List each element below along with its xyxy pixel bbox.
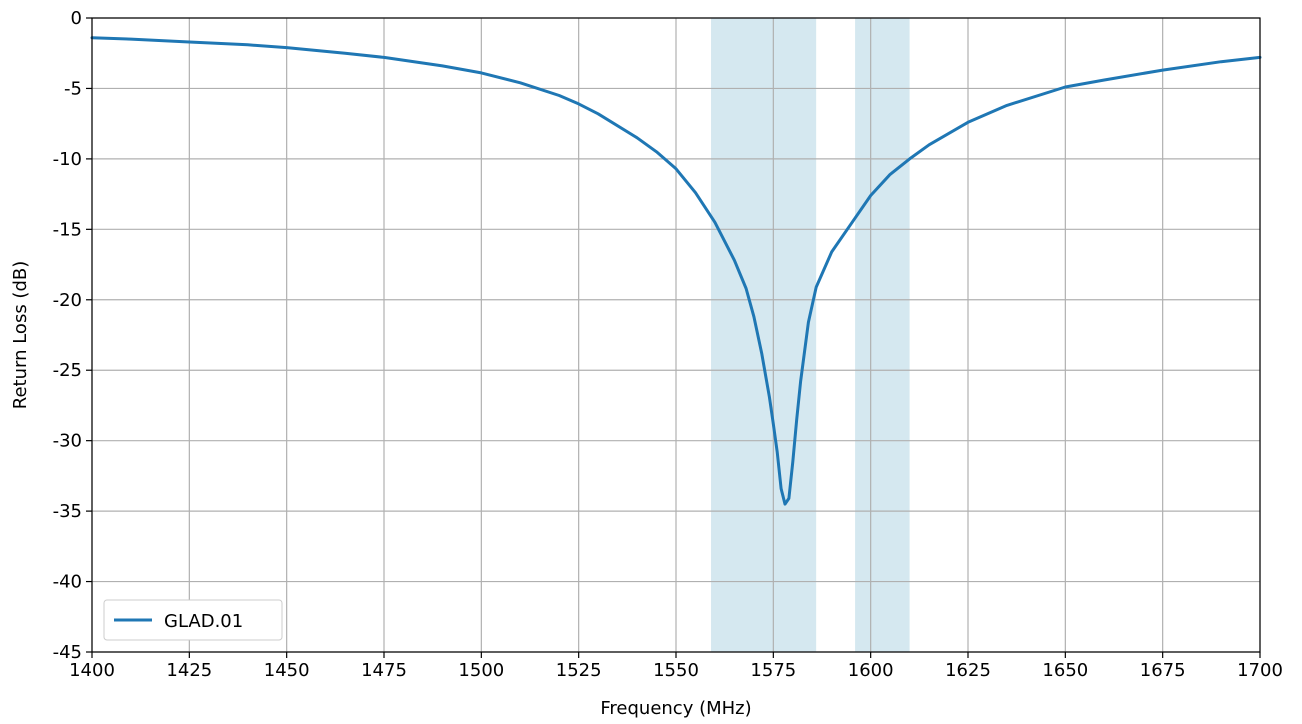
x-tick-label: 1400 (69, 660, 115, 681)
legend-box (103, 599, 283, 641)
x-tick-label: 1625 (945, 660, 991, 681)
y-tick-label: 0 (71, 8, 82, 29)
y-tick-label: -40 (53, 572, 82, 593)
y-tick-label: -45 (53, 642, 82, 663)
legend-label-glad01: GLAD.01 (164, 611, 243, 632)
y-tick-label: -10 (53, 149, 82, 170)
grid-lines (91, 17, 1261, 653)
x-tick-label: 1575 (750, 660, 796, 681)
series-layer (90, 36, 1262, 506)
x-tick-label: 1475 (361, 660, 407, 681)
x-tick-label: 1425 (166, 660, 212, 681)
y-tick-label: -25 (53, 360, 82, 381)
x-tick-label: 1675 (1140, 660, 1186, 681)
y-tick-label: -20 (53, 290, 82, 311)
y-tick-label: -35 (53, 501, 82, 522)
x-tick-label: 1650 (1042, 660, 1088, 681)
shaded-band-1 (711, 18, 817, 652)
shaded-band-2 (855, 18, 910, 652)
x-axis-title: Frequency (MHz) (600, 698, 751, 719)
y-axis-ticks: 0 -5 -10 -15 -20 -25 -30 -35 -40 -45 (53, 8, 92, 663)
shaded-bands (711, 18, 910, 652)
x-tick-label: 1500 (458, 660, 504, 681)
series-line-1 (90, 36, 1262, 506)
x-axis-ticks: 1400 1425 1450 1475 1500 1525 1550 1575 1600 1625… (69, 652, 1283, 681)
y-tick-label: -15 (53, 219, 82, 240)
y-tick-label: -30 (53, 431, 82, 452)
x-tick-label: 1700 (1237, 660, 1283, 681)
y-tick-label: -5 (64, 78, 82, 99)
x-tick-label: 1550 (653, 660, 699, 681)
legend: GLAD.01 (103, 599, 283, 641)
x-tick-label: 1525 (556, 660, 602, 681)
x-tick-label: 1600 (848, 660, 894, 681)
x-tick-label: 1450 (264, 660, 310, 681)
y-axis-title: Return Loss (dB) (10, 261, 31, 409)
